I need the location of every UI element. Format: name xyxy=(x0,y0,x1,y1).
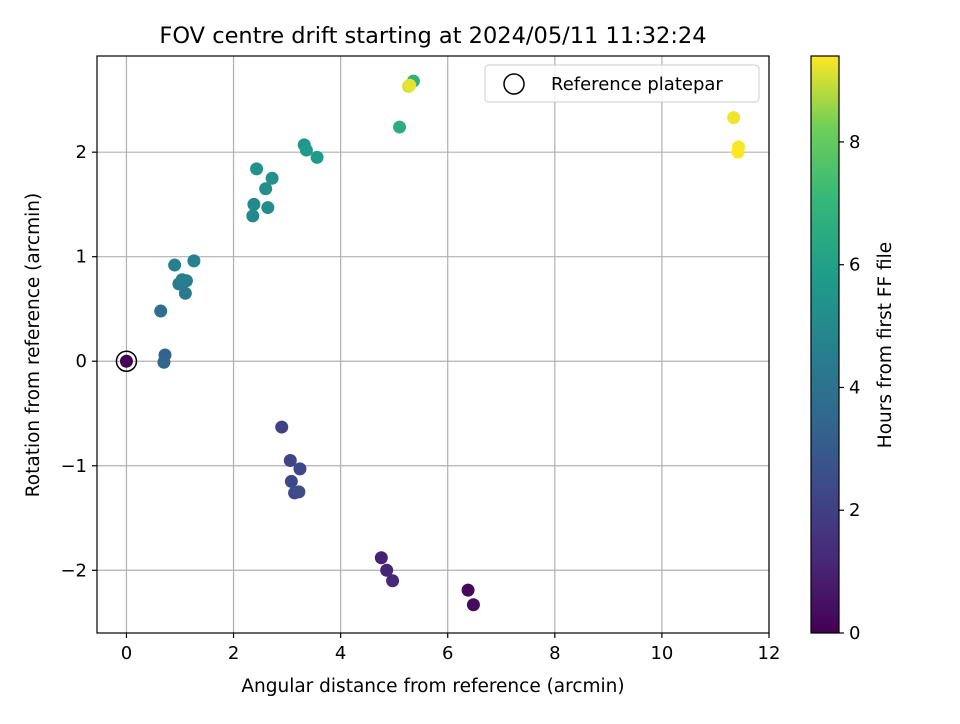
data-point xyxy=(119,354,133,368)
x-tick-label: 10 xyxy=(650,643,673,664)
data-point xyxy=(466,598,480,612)
data-point xyxy=(187,254,201,268)
legend: Reference platepar xyxy=(484,64,760,103)
colorbar-tick-label: 2 xyxy=(849,500,860,521)
data-point xyxy=(393,120,407,134)
y-tick-label: −1 xyxy=(60,456,87,477)
legend-entry-reference-platepar: Reference platepar xyxy=(551,74,723,95)
colorbar-label: Hours from first FF file xyxy=(875,242,896,448)
data-point xyxy=(461,583,475,597)
legend-box xyxy=(484,64,760,103)
plot-area-frame xyxy=(96,55,770,634)
grid-lines xyxy=(97,56,770,633)
data-point xyxy=(250,162,264,176)
data-point xyxy=(727,111,741,125)
x-tick-label: 6 xyxy=(442,643,453,664)
colorbar-tick-label: 0 xyxy=(849,623,860,644)
data-point xyxy=(293,462,307,476)
y-tick-label: 0 xyxy=(76,351,87,372)
data-point xyxy=(403,78,417,92)
x-tick-label: 12 xyxy=(758,643,781,664)
data-point xyxy=(247,197,261,211)
data-point xyxy=(374,551,388,565)
y-tick-label: 2 xyxy=(76,142,87,163)
y-tick-label: 1 xyxy=(76,247,87,268)
data-point xyxy=(168,258,182,272)
data-point xyxy=(386,574,400,588)
legend-marker-icon xyxy=(503,73,525,95)
data-point xyxy=(259,182,273,196)
data-point xyxy=(246,209,260,223)
data-point xyxy=(299,143,313,157)
x-tick-label: 8 xyxy=(549,643,560,664)
data-point xyxy=(179,274,193,288)
data-points xyxy=(115,74,745,612)
data-point xyxy=(265,171,279,185)
y-axis-label: Rotation from reference (arcmin) xyxy=(23,193,44,497)
data-point xyxy=(157,355,171,369)
chart-title: FOV centre drift starting at 2024/05/11 … xyxy=(159,23,706,49)
data-point xyxy=(292,485,306,499)
data-point xyxy=(178,286,192,300)
x-axis-label: Angular distance from reference (arcmin) xyxy=(241,676,624,697)
data-point xyxy=(731,145,745,159)
reference-platepar-marker xyxy=(115,350,138,372)
colorbar-tick-label: 4 xyxy=(849,377,860,398)
data-point xyxy=(283,454,297,468)
colorbar-gradient xyxy=(810,55,840,634)
colorbar-ticks: 0 2 4 6 8 xyxy=(839,132,860,644)
x-axis-ticks: 0 2 4 6 8 10 12 xyxy=(121,633,781,664)
data-point xyxy=(380,563,394,577)
y-tick-label: −2 xyxy=(60,560,87,581)
data-point xyxy=(275,420,289,434)
data-point xyxy=(154,304,168,318)
data-point xyxy=(310,150,324,164)
data-point xyxy=(261,201,275,215)
data-point xyxy=(284,474,298,488)
colorbar-tick-label: 6 xyxy=(849,255,860,276)
x-tick-label: 2 xyxy=(228,643,239,664)
x-tick-label: 4 xyxy=(335,643,346,664)
x-tick-label: 0 xyxy=(121,643,132,664)
y-axis-ticks: −2 −1 0 1 2 xyxy=(60,142,97,581)
colorbar: 0 2 4 6 8 Hours from first FF file xyxy=(810,55,896,644)
colorbar-tick-label: 8 xyxy=(849,132,860,153)
